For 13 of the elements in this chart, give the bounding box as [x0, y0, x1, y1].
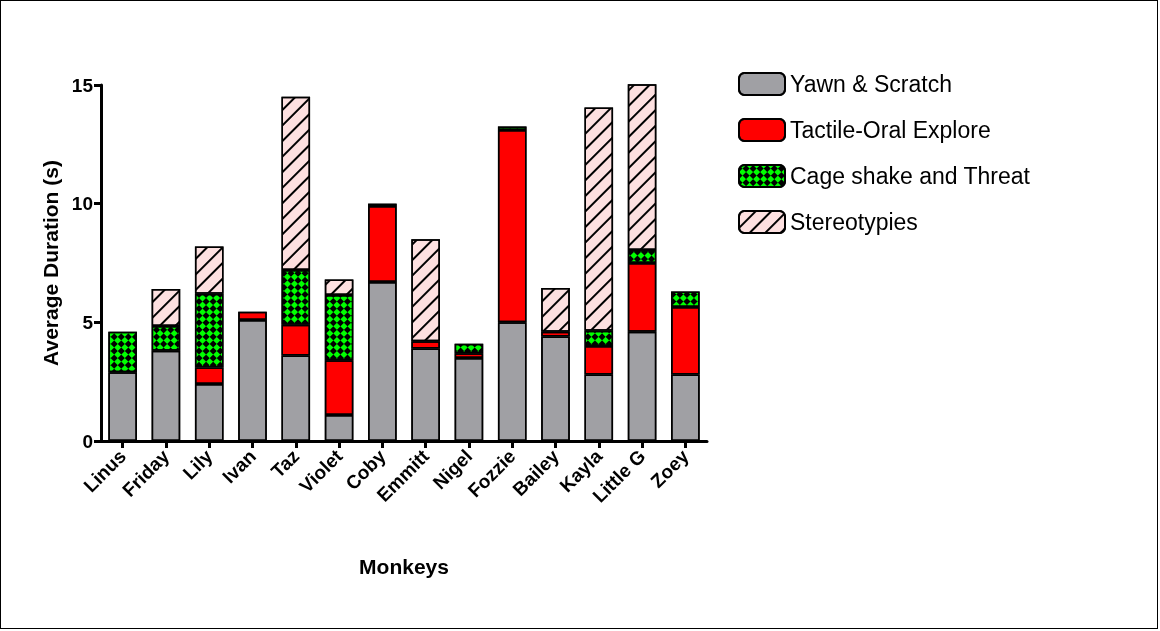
y-tick-label: 0 [82, 430, 93, 452]
x-tick-label: Ivan [218, 445, 260, 488]
legend-label: Yawn & Scratch [790, 71, 952, 97]
legend-label: Tactile-Oral Explore [790, 117, 991, 143]
x-axis-title: Monkeys [359, 555, 449, 578]
y-tick-label: 10 [71, 193, 93, 215]
legend-label: Stereotypies [790, 209, 918, 235]
x-tick-label: Taz [266, 445, 304, 482]
x-tick-label: Lily [178, 445, 217, 484]
y-tick-label: 15 [71, 74, 94, 96]
legend-label: Cage shake and Threat [790, 163, 1031, 189]
y-axis-title: Average Duration (s) [38, 160, 62, 366]
y-tick-label: 5 [82, 311, 94, 333]
